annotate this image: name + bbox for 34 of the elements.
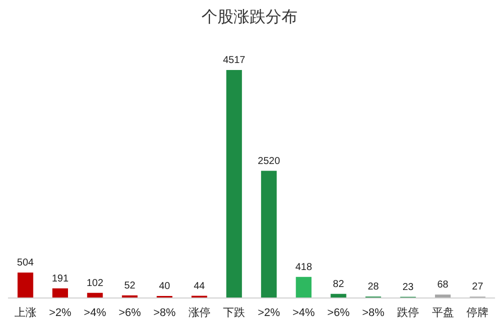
x-tick-label: >8% (153, 307, 176, 319)
x-tick-label: >2% (49, 307, 72, 319)
data-label: 418 (295, 262, 312, 273)
x-tick-label: 平盘 (432, 307, 454, 319)
bar (296, 276, 312, 298)
data-label: 68 (437, 280, 449, 291)
data-label: 40 (158, 280, 171, 292)
data-label: 504 (17, 258, 34, 269)
data-label: 52 (124, 280, 136, 292)
data-label: 28 (368, 282, 380, 293)
data-label: 4517 (222, 55, 246, 66)
x-tick-label: 跌停 (397, 307, 420, 319)
chart-title: 个股涨跌分布 (202, 7, 298, 26)
bar (18, 272, 34, 298)
data-label: 191 (52, 273, 69, 284)
data-label: 2520 (258, 156, 280, 167)
data-label: 44 (194, 280, 206, 292)
bar (226, 70, 242, 298)
x-tick-label: >6% (118, 307, 142, 319)
x-tick-label: >6% (327, 307, 350, 319)
x-tick-label: 涨停 (188, 307, 210, 319)
data-label: 102 (86, 278, 104, 289)
data-label: 27 (472, 282, 484, 293)
bar (52, 288, 68, 298)
data-label: 23 (402, 282, 414, 293)
data-label: 82 (332, 278, 344, 290)
x-tick-label: 停牌 (466, 307, 489, 319)
x-tick-label: >4% (84, 307, 106, 319)
x-tick-label: >2% (258, 307, 280, 319)
bar (261, 170, 277, 298)
x-tick-label: >8% (362, 307, 385, 319)
x-tick-label: 上涨 (14, 306, 36, 319)
x-tick-label: >4% (292, 307, 316, 319)
x-tick-label: 下跌 (223, 307, 246, 319)
